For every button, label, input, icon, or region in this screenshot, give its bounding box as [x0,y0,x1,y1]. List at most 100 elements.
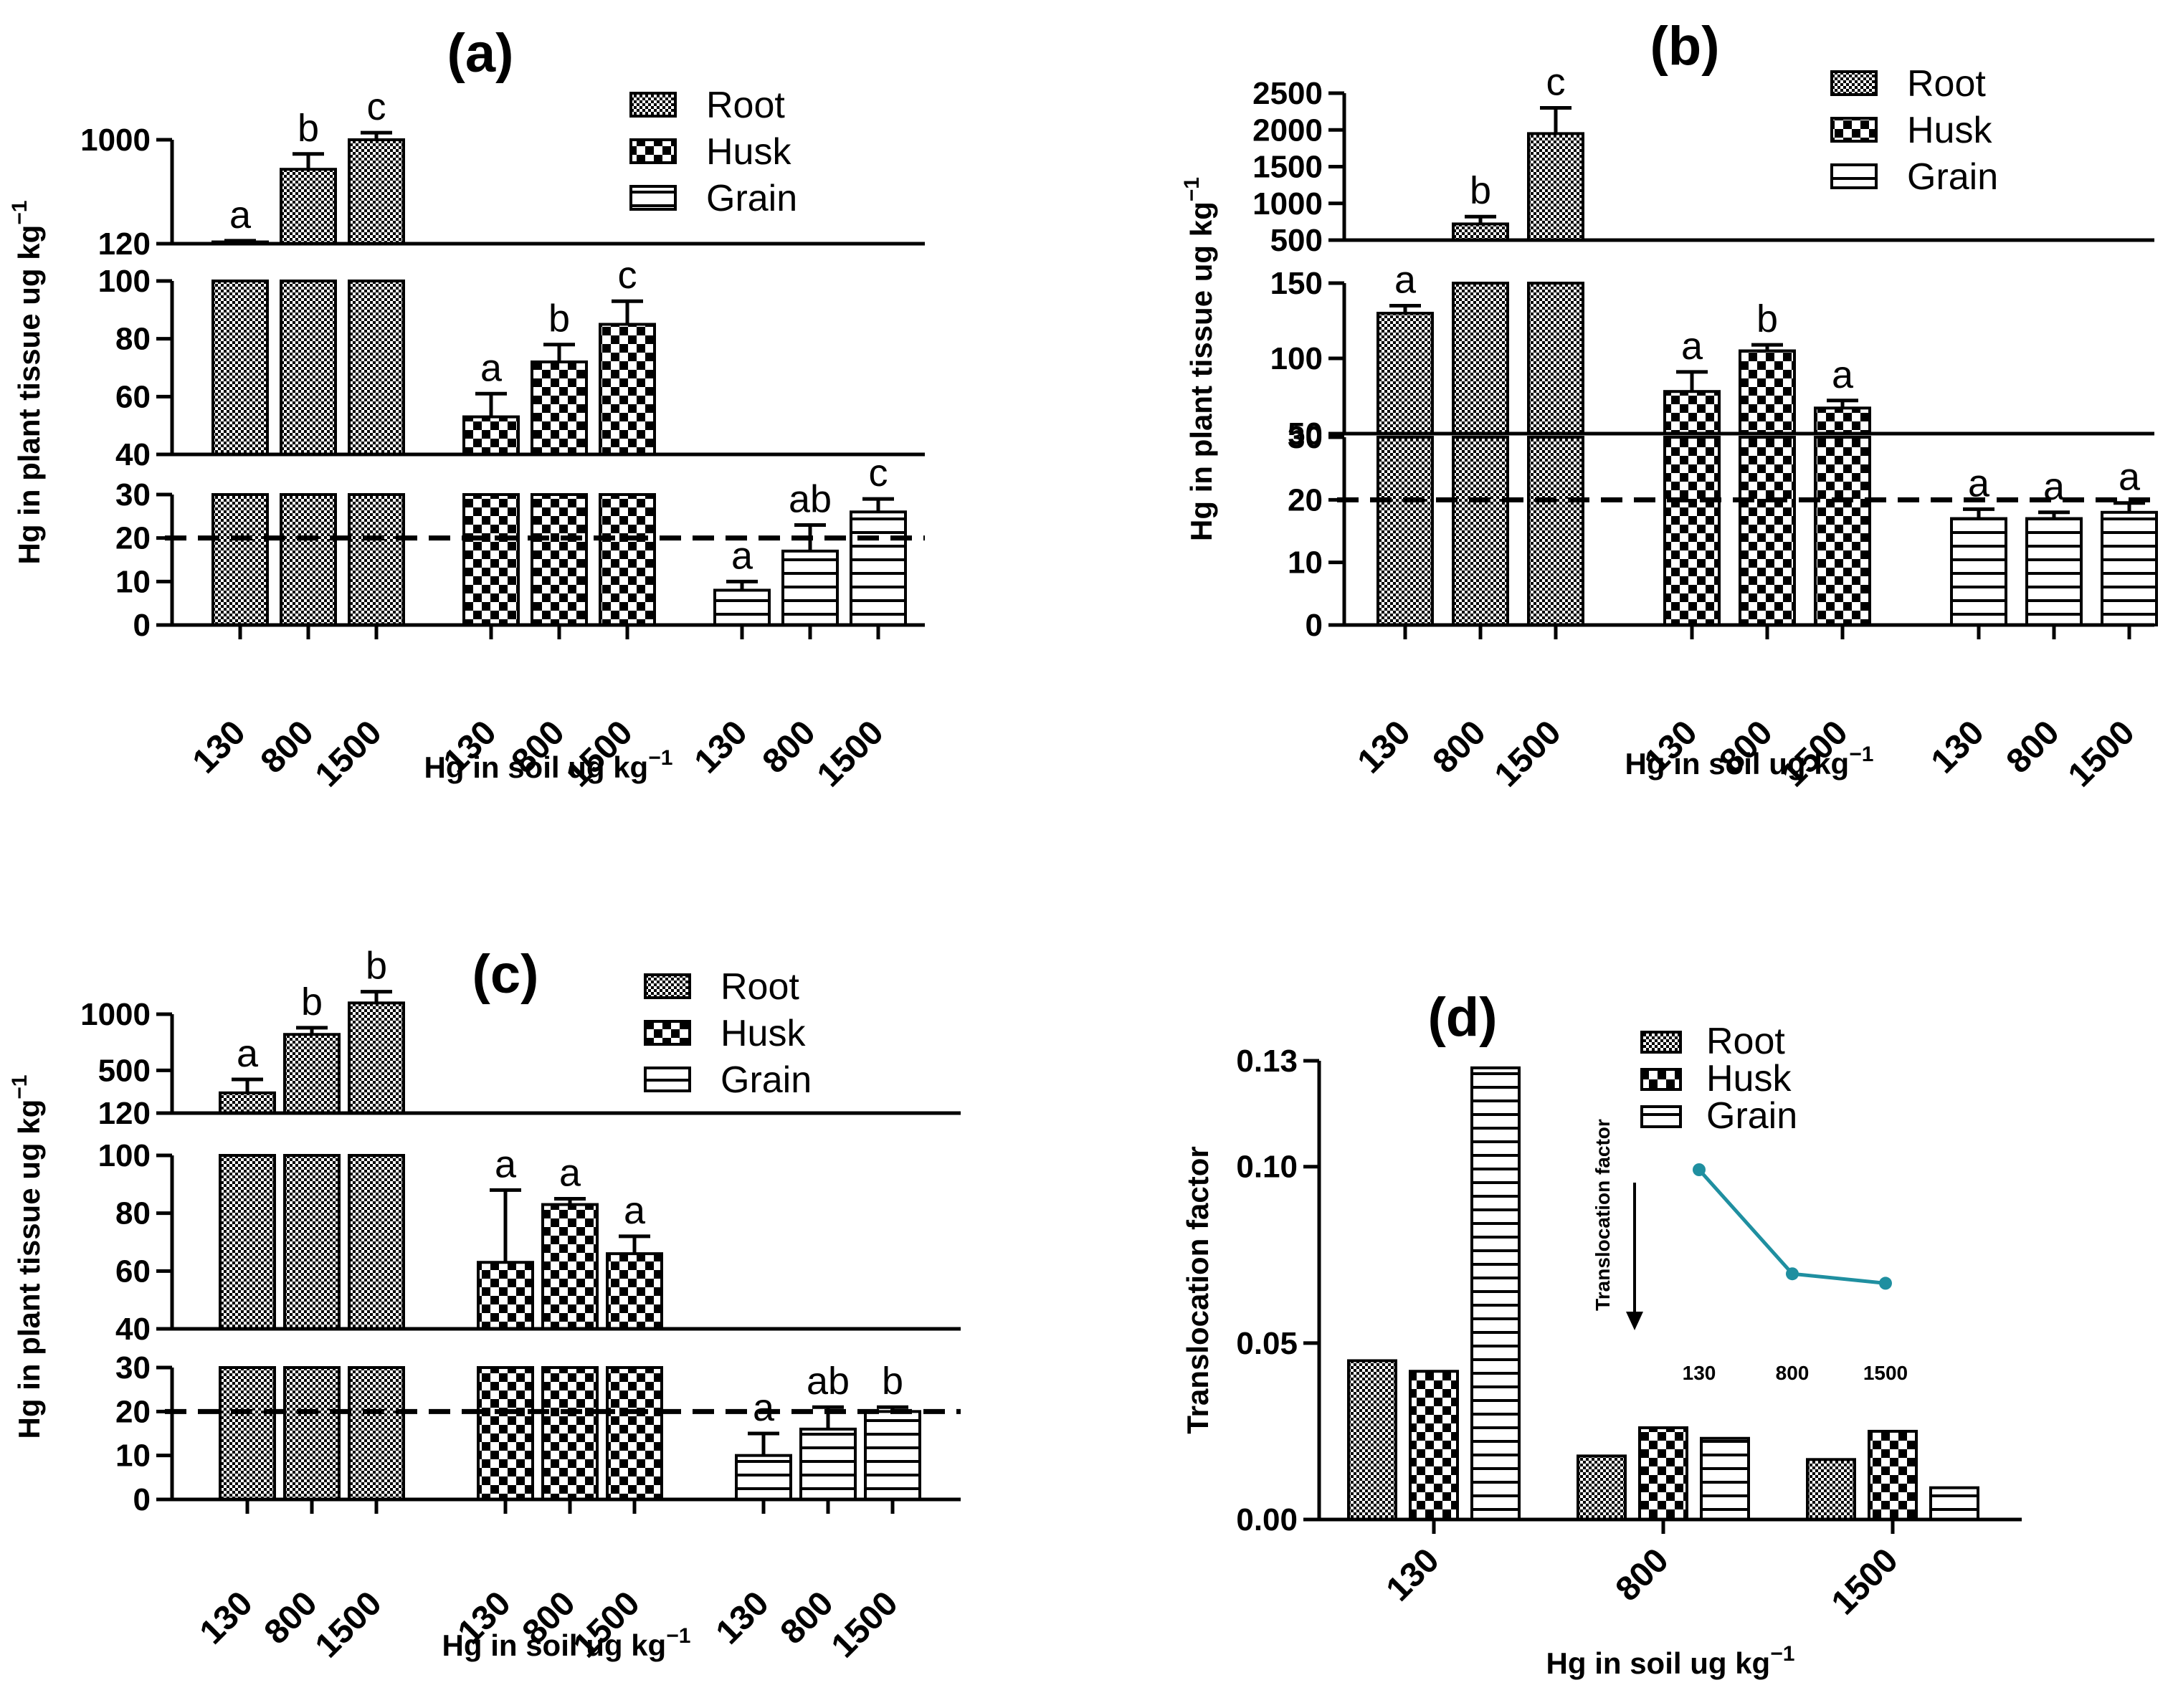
legend-swatch-grain [1640,1105,1682,1128]
bar-grain-800 [1700,1436,1750,1521]
panel-b: a130b800c1500a130b800a1500a130a800a15000… [1180,16,2158,794]
significance-letter: a [237,1032,259,1075]
legend-label-husk: Husk [1907,110,1992,151]
bar-husk-130 [462,415,520,456]
bar-husk-130 [1409,1370,1459,1521]
bar-root-1500 [348,493,405,626]
significance-letter: a [1832,353,1854,396]
y-tick-label: 40 [115,437,151,472]
x-axis-title-superscript: −1 [1770,1642,1794,1666]
bar-husk-130 [1663,390,1721,436]
significance-letter: a [2119,456,2141,499]
bar-husk-800 [541,1366,599,1501]
y-axis-title: Hg in plant tissue ug kg−1 [8,201,46,565]
bar-root-1500 [348,1366,405,1501]
y-axis-title-superscript: −1 [1180,177,1204,201]
x-axis-title: Hg in soil ug kg−1 [1546,1642,1795,1680]
bar-root-1500 [1806,1458,1856,1521]
y-axis-title-main: Hg in plant tissue ug kg [12,1099,46,1439]
y-tick-label: 40 [115,1312,151,1347]
error-bar-grain-1500 [2113,501,2145,512]
x-axis-title: Hg in soil ug kg−1 [424,746,673,784]
error-bar-husk-130 [1676,370,1708,392]
significance-letter: c [618,254,637,297]
y-tick-label: 80 [115,322,151,357]
legend-swatch-husk [1640,1068,1682,1091]
bar-husk-1500 [1868,1429,1918,1522]
y-tick-label: 10 [115,564,151,599]
bar-husk-800 [541,1203,599,1331]
error-bar-root-1500 [361,990,392,1003]
bar-husk-130 [462,493,520,626]
x-axis-title-main: Hg in soil ug kg [1625,747,1850,781]
y-tick-label: 100 [1270,341,1323,376]
error-bar-husk-1500 [1827,399,1858,409]
bar-root-130 [1376,436,1434,626]
x-tick-label: 130 [193,1584,260,1651]
error-bar-root-130 [232,1077,263,1093]
error-bar-husk-130 [490,1188,521,1263]
bar-root-800 [1577,1454,1627,1522]
bar-root-800 [1452,282,1509,435]
significance-letter: a [731,534,753,577]
bar-grain-130 [1950,517,2007,626]
panel-title: (c) [472,944,539,1005]
y-tick-label: 30 [115,477,151,512]
bar-root-800 [283,1154,341,1330]
inset-y-axis-title: Translocation factor [1592,1119,1614,1311]
y-tick-label: 500 [1270,223,1323,258]
panel-title: (a) [447,23,514,84]
legend-label-grain: Grain [721,1059,812,1101]
y-axis-title: Hg in plant tissue ug kg−1 [8,1075,46,1439]
x-tick-label: 1500 [2061,713,2142,794]
bar-root-130 [1376,312,1434,435]
error-bar-husk-1500 [612,299,643,325]
error-bar-grain-130 [748,1431,779,1456]
significance-letter: b [1756,297,1778,340]
inset-point-1500 [1879,1277,1892,1290]
y-tick-label: 100 [98,1138,151,1173]
significance-letter: ab [807,1360,850,1403]
significance-letter: a [1681,325,1703,368]
legend-swatch-grain [1830,163,1878,189]
y-tick-label: 1000 [80,123,151,158]
bar-root-130 [219,1154,276,1330]
error-bar-grain-800 [2038,510,2070,519]
bar-husk-130 [477,1366,534,1501]
x-tick-label: 1500 [308,713,389,794]
bar-root-800 [280,280,337,456]
y-tick-label: 0.13 [1236,1044,1298,1079]
y-axis-title: Translocation factor [1181,1146,1214,1433]
bar-root-800 [283,1366,341,1501]
y-tick-label: 60 [115,379,151,414]
significance-letter: c [367,85,386,128]
y-tick-label: 2500 [1252,76,1323,111]
x-tick-label: 1500 [308,1584,389,1665]
error-bar-root-130 [224,239,256,243]
legend-swatch-husk [644,1020,691,1046]
x-tick-label: 130 [1924,713,1992,781]
y-tick-label: 0 [133,1482,151,1517]
x-tick-label: 130 [1351,713,1418,781]
bar-husk-1500 [599,493,656,626]
bar-grain-130 [735,1454,792,1502]
y-tick-label: 1000 [80,997,151,1032]
bar-grain-1500 [1929,1486,1979,1522]
significance-letter: b [366,945,387,988]
legend-label-root: Root [706,85,785,126]
legend-label-grain: Grain [1907,156,1998,198]
panel-c: a130b800b1500a130a800a1500a130ab800b1500… [8,944,961,1665]
y-tick-label: 60 [115,1254,151,1289]
bar-root-130 [219,1091,276,1115]
bar-root-1500 [1527,436,1584,626]
bar-root-130 [219,1366,276,1501]
y-tick-label: 2000 [1252,113,1323,148]
panel-a: a130b800c1500a130b800c1500a130ab800c1500… [8,23,925,794]
significance-letter: a [624,1189,646,1232]
legend-swatch-root [1640,1031,1682,1054]
bar-grain-1500 [864,1410,921,1501]
bar-root-130 [211,280,269,456]
y-tick-label: 80 [115,1196,151,1231]
panel-title: (d) [1427,987,1497,1048]
